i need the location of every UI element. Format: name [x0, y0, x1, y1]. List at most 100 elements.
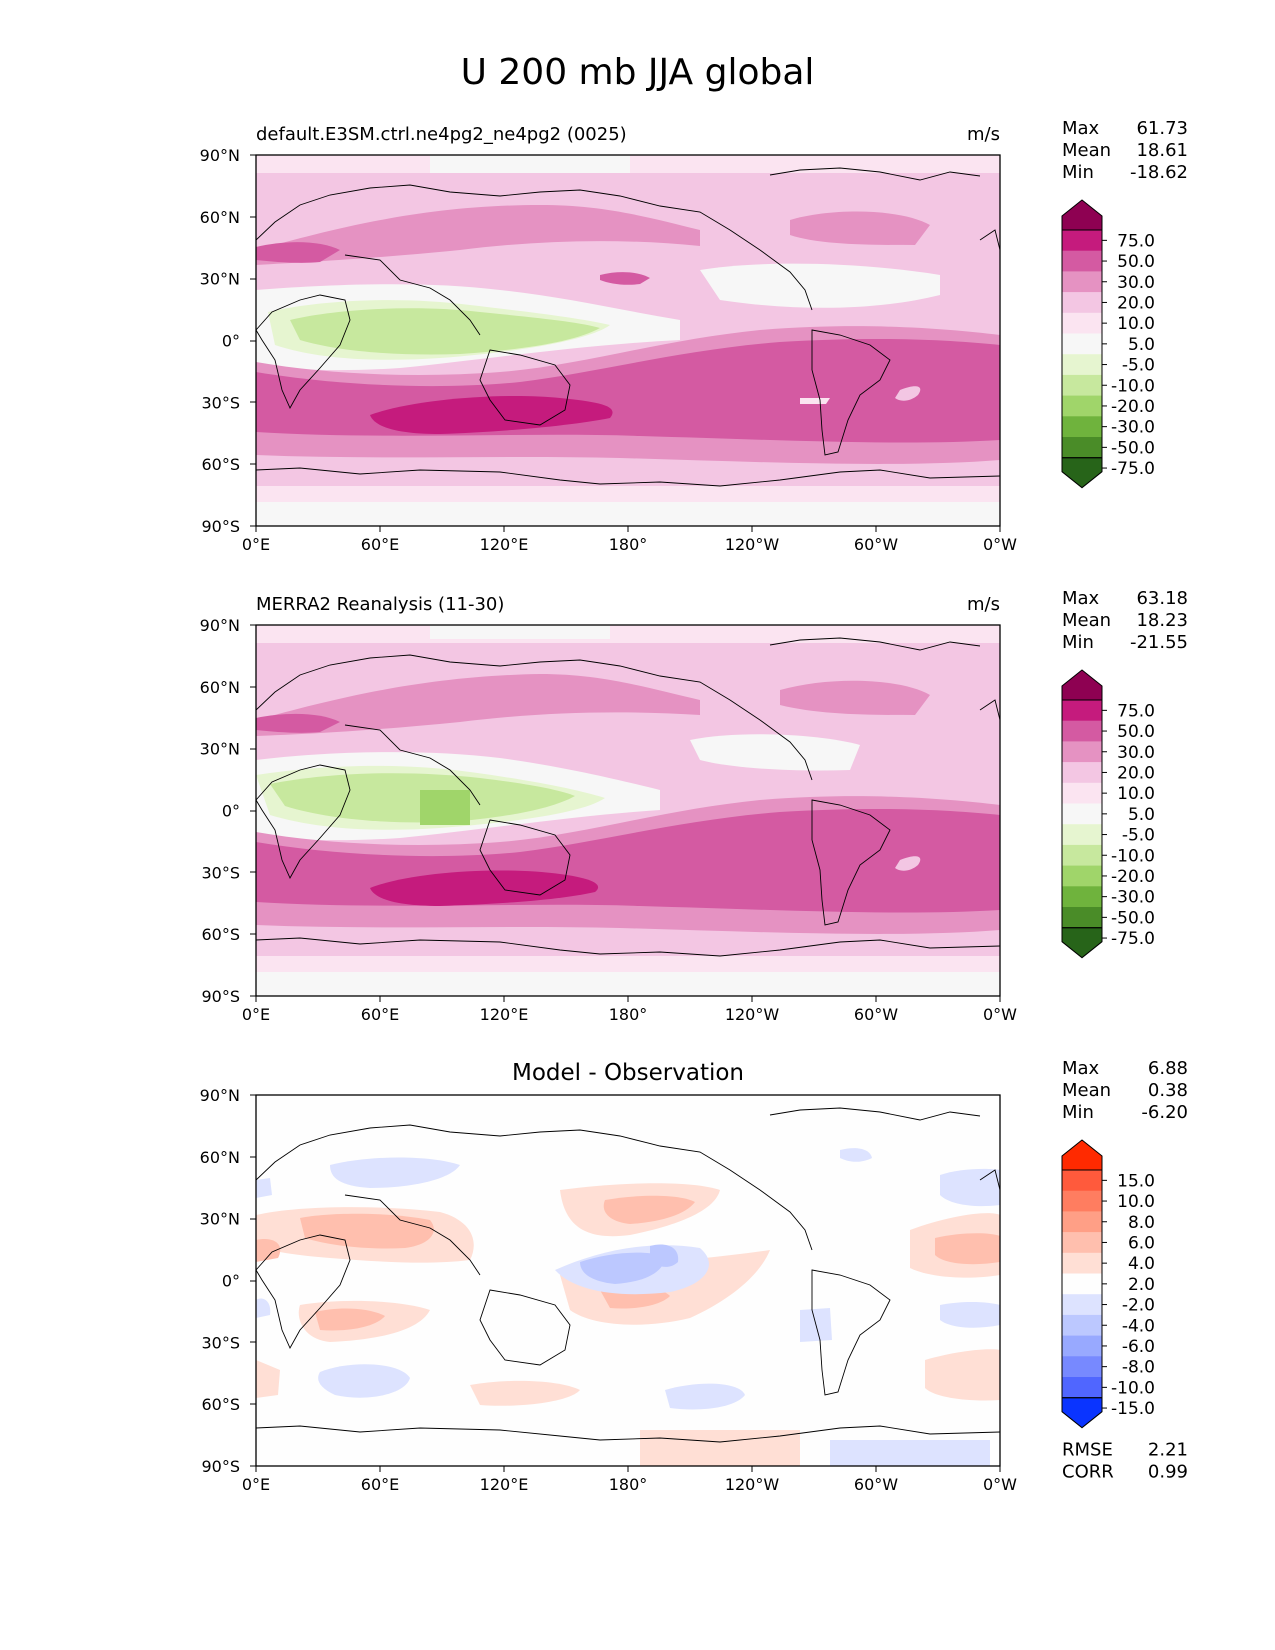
- lon-tick-label: 0°E: [242, 1005, 270, 1024]
- colorbar-level-label: 20.0: [1117, 763, 1155, 783]
- colorbar-segment: [1062, 886, 1102, 908]
- lat-tick-label: 60°N: [200, 1148, 240, 1167]
- lat-ticks-difference: [250, 1094, 1001, 1472]
- colorbar-segment: [1062, 271, 1102, 293]
- colorbar-segment: [1062, 700, 1102, 722]
- colorbar-segment: [1062, 374, 1102, 397]
- stat-label: Min: [1062, 632, 1094, 653]
- colorbar-level-label: 30.0: [1117, 273, 1155, 293]
- stat-value: -21.55: [1130, 632, 1188, 653]
- colorbar-segment: [1062, 230, 1102, 252]
- colorbar-extend-max: [1061, 199, 1103, 231]
- lon-tick-label: 120°W: [725, 535, 780, 554]
- colorbar-level-label: -75.0: [1111, 459, 1155, 479]
- colorbar-extend-max: [1061, 669, 1103, 701]
- metric-label: CORR: [1062, 1462, 1114, 1483]
- lat-tick-label: 90°S: [201, 987, 240, 1006]
- colorbar-level-label: 20.0: [1117, 293, 1155, 313]
- colorbar-segment: [1062, 1170, 1102, 1192]
- lat-tick-label: 90°N: [200, 146, 240, 165]
- colorbar-level-label: -75.0: [1111, 929, 1155, 949]
- lon-tick-label: 0°W: [983, 1005, 1017, 1024]
- colorbar-segment: [1062, 1211, 1102, 1233]
- colorbar-level-label: -15.0: [1111, 1399, 1155, 1419]
- colorbar-level-label: 50.0: [1117, 252, 1155, 272]
- panel-title-difference: Model - Observation: [512, 1060, 744, 1086]
- colorbar-level-label: -20.0: [1111, 867, 1155, 887]
- lat-tick-label: 30°S: [201, 393, 240, 412]
- stat-label: Mean: [1062, 140, 1111, 161]
- colorbar-level-label: -20.0: [1111, 397, 1155, 417]
- colorbar-level-label: 8.0: [1128, 1213, 1155, 1233]
- stat-label: Mean: [1062, 1080, 1111, 1101]
- lon-tick-label: 120°E: [480, 535, 529, 554]
- lat-tick-label: 60°S: [201, 925, 240, 944]
- panel-test: default.E3SM.ctrl.ne4pg2_ne4pg2 (0025) m…: [250, 124, 1001, 532]
- colorbar-level-label: 75.0: [1117, 701, 1155, 721]
- stat-value: 0.38: [1148, 1080, 1188, 1101]
- colorbar-segment: [1062, 844, 1102, 867]
- lat-tick-label: 60°N: [200, 208, 240, 227]
- colorbar-level-label: -5.0: [1122, 356, 1155, 376]
- colorbar-level-label: -8.0: [1122, 1358, 1155, 1378]
- colorbar-segment: [1062, 741, 1102, 763]
- colorbar-level-label: -10.0: [1111, 1378, 1155, 1398]
- colorbar-level-label: 5.0: [1128, 335, 1155, 355]
- stat-value: 6.88: [1148, 1058, 1188, 1079]
- lon-tick-label: 180°: [609, 535, 648, 554]
- colorbar-segment: [1062, 824, 1102, 846]
- metric-value: 2.21: [1148, 1440, 1188, 1461]
- colorbar-level-label: 30.0: [1117, 743, 1155, 763]
- lat-tick-label: 30°N: [200, 740, 240, 759]
- stat-value: -18.62: [1130, 162, 1188, 183]
- lat-tick-label: 90°N: [200, 616, 240, 635]
- lon-tick-label: 60°W: [854, 535, 898, 554]
- colorbar-level-label: 10.0: [1117, 314, 1155, 334]
- colorbar-segment: [1062, 416, 1102, 438]
- colorbar-segment: [1062, 907, 1102, 929]
- lon-tick-label: 120°W: [725, 1005, 780, 1024]
- lon-tick-label: 0°W: [983, 535, 1017, 554]
- figure-title: U 200 mb JJA global: [460, 52, 815, 93]
- stat-label: Max: [1062, 1058, 1100, 1079]
- colorbar-level-label: 2.0: [1128, 1275, 1155, 1295]
- metric-label: RMSE: [1062, 1440, 1113, 1461]
- coastlines-test: [256, 167, 1000, 487]
- colorbar-level-label: 10.0: [1117, 784, 1155, 804]
- colorbar-segment: [1062, 720, 1102, 742]
- lon-tick-label: 120°E: [480, 1005, 529, 1024]
- stat-label: Min: [1062, 162, 1094, 183]
- colorbar-extend-min: [1061, 1397, 1103, 1429]
- stat-label: Max: [1062, 118, 1100, 139]
- lat-ticks-reference: [250, 624, 1001, 1002]
- map-field-reference: [256, 625, 1000, 996]
- metric-value: 0.99: [1148, 1462, 1188, 1483]
- colorbar-extend-min: [1061, 457, 1103, 489]
- coastlines-reference: [256, 637, 1000, 957]
- colorbar-segment: [1062, 395, 1102, 417]
- stat-value: 18.23: [1136, 610, 1188, 631]
- colorbar-segment: [1062, 1232, 1102, 1254]
- panel-units-test: m/s: [967, 124, 1000, 145]
- colorbar-segment: [1062, 1273, 1102, 1295]
- coastlines-difference: [256, 1107, 1000, 1443]
- stat-value: 61.73: [1136, 118, 1188, 139]
- lat-tick-label: 60°S: [201, 455, 240, 474]
- colorbar-level-label: -10.0: [1111, 376, 1155, 396]
- lon-tick-label: 0°E: [242, 1475, 270, 1494]
- dynamic-annotations: 90°N60°N30°N0°30°S60°S90°S0°E 60°E 120°E 18…: [200, 118, 1188, 1494]
- colorbar-segment: [1062, 1190, 1102, 1212]
- colorbar-segment: [1062, 1252, 1102, 1274]
- colorbar-segment: [1062, 1377, 1102, 1399]
- colorbar-extend-max: [1061, 1139, 1103, 1171]
- colorbar-segment: [1062, 354, 1102, 376]
- colorbar-level-label: -4.0: [1122, 1316, 1155, 1336]
- lat-tick-label: 60°S: [201, 1395, 240, 1414]
- lon-tick-label: 0°E: [242, 535, 270, 554]
- lon-tick-label: 0°W: [983, 1475, 1017, 1494]
- colorbar-level-label: -2.0: [1122, 1296, 1155, 1316]
- panel-reference: MERRA2 Reanalysis (11-30) m/s: [250, 594, 1001, 1002]
- colorbar-segment: [1062, 1356, 1102, 1378]
- lon-tick-label: 60°E: [361, 535, 399, 554]
